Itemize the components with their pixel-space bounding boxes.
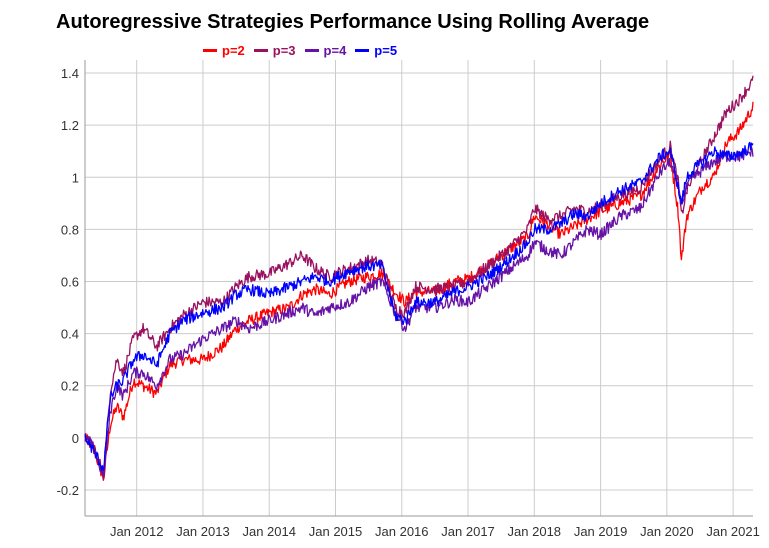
x-tick-label: Jan 2021 xyxy=(706,524,760,539)
series-line-p5 xyxy=(84,141,754,472)
series-line-p3 xyxy=(84,75,754,480)
x-tick-label: Jan 2013 xyxy=(176,524,230,539)
x-tick-label: Jan 2016 xyxy=(375,524,429,539)
y-tick-label: -0.2 xyxy=(57,483,79,498)
x-tick-label: Jan 2017 xyxy=(441,524,495,539)
legend-item-p2[interactable]: p=2 xyxy=(203,43,245,58)
legend-label-p4: p=4 xyxy=(323,43,347,58)
legend-swatch-p2 xyxy=(203,49,217,52)
y-tick-label: 0 xyxy=(72,431,79,446)
legend-label-p2: p=2 xyxy=(222,43,245,58)
x-tick-label: Jan 2018 xyxy=(508,524,562,539)
legend-label-p3: p=3 xyxy=(272,43,296,58)
x-tick-label: Jan 2014 xyxy=(242,524,296,539)
legend-swatch-p5 xyxy=(355,49,370,52)
legend-item-p3[interactable]: p=3 xyxy=(253,43,296,58)
x-tick-label: Jan 2020 xyxy=(640,524,694,539)
legend-swatch-p4 xyxy=(304,49,319,52)
legend-swatch-p3 xyxy=(253,49,268,52)
y-tick-label: 1.4 xyxy=(61,66,79,81)
y-tick-label: 1.2 xyxy=(61,118,79,133)
legend: p=2 p=3 p=4 p=5 xyxy=(203,43,397,58)
legend-item-p4[interactable]: p=4 xyxy=(304,43,347,58)
y-tick-label: 0.8 xyxy=(61,222,79,237)
x-tick-label: Jan 2012 xyxy=(110,524,164,539)
x-tick-label: Jan 2019 xyxy=(574,524,628,539)
legend-item-p5[interactable]: p=5 xyxy=(355,43,397,58)
legend-label-p5: p=5 xyxy=(374,43,398,58)
y-tick-label: 0.2 xyxy=(61,379,79,394)
series-line-p4 xyxy=(84,146,754,477)
y-tick-label: 1 xyxy=(72,170,79,185)
chart-title: Autoregressive Strategies Performance Us… xyxy=(56,11,650,33)
y-tick-label: 0.4 xyxy=(61,327,79,342)
y-tick-label: 0.6 xyxy=(61,274,79,289)
x-tick-label: Jan 2015 xyxy=(309,524,363,539)
